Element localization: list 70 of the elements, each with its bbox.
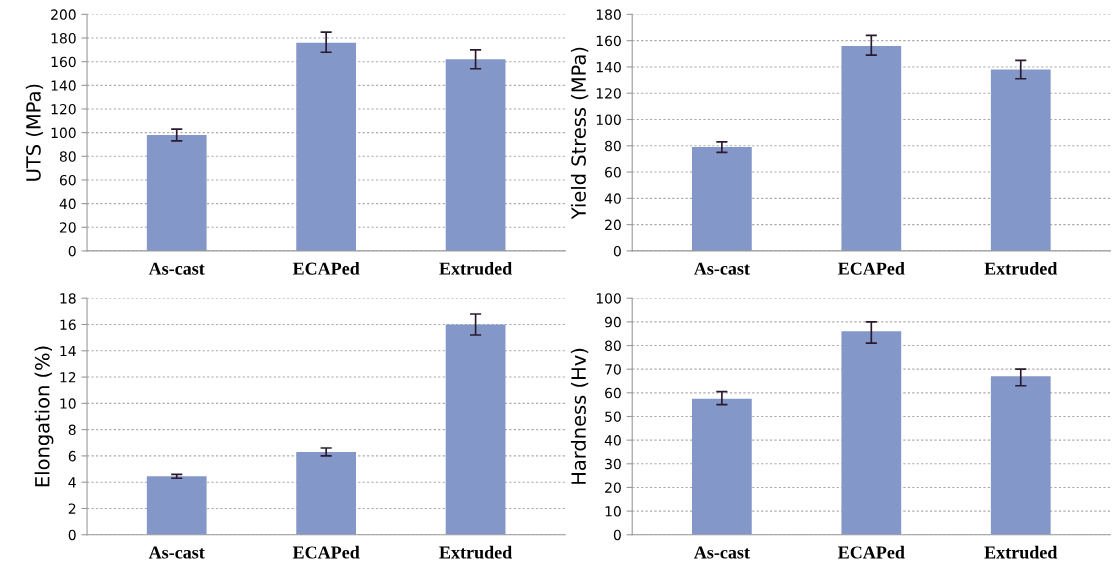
y-tick-label: 16	[60, 319, 76, 330]
x-tick-label: ECAPed	[292, 262, 360, 275]
y-tick-label: 6	[68, 450, 76, 462]
y-tick-label: 20	[605, 482, 621, 493]
y-tick-label: 100	[51, 127, 76, 139]
bar	[841, 45, 902, 251]
bar	[296, 42, 357, 251]
y-tick-label: 2	[68, 503, 76, 514]
y-tick-label: 120	[596, 88, 621, 99]
bar	[146, 476, 207, 535]
y-tick-label: 40	[604, 435, 621, 446]
y-tick-label: 60	[605, 167, 621, 178]
y-tick-label: 120	[51, 103, 76, 115]
y-tick-label: 60	[59, 174, 76, 186]
y-tick-label: 140	[51, 80, 76, 91]
y-tick-label: 100	[596, 293, 621, 304]
y-tick-label: 60	[605, 387, 621, 399]
y-tick-label: 0	[68, 245, 76, 257]
x-tick-label: As-cast	[148, 262, 205, 275]
bar	[691, 398, 752, 535]
y-tick-label: 0	[68, 529, 76, 541]
x-tick-label: Extruded	[439, 262, 513, 275]
y-axis-title: Hardness (Hv)	[570, 348, 589, 484]
y-tick-label: 10	[60, 398, 76, 409]
y-tick-label: 90	[604, 316, 621, 328]
y-tick-label: 18	[60, 293, 76, 304]
y-tick-label: 180	[596, 9, 621, 20]
y-tick-label: 200	[51, 9, 76, 20]
y-tick-label: 40	[59, 198, 76, 210]
x-tick-label: ECAPed	[292, 545, 360, 559]
y-tick-label: 160	[596, 35, 621, 47]
bar	[146, 135, 207, 251]
x-tick-label: ECAPed	[838, 262, 905, 275]
y-tick-label: 50	[605, 411, 621, 422]
y-tick-label: 180	[51, 33, 76, 44]
y-tick-label: 80	[605, 140, 621, 152]
y-tick-label: 30	[605, 458, 621, 470]
y-tick-label: 8	[68, 424, 76, 436]
bar	[445, 59, 506, 251]
y-tick-label: 80	[59, 151, 76, 162]
bar	[990, 69, 1051, 251]
y-tick-label: 14	[60, 345, 76, 357]
y-tick-label: 70	[605, 364, 621, 375]
y-tick-label: 80	[605, 340, 621, 351]
y-tick-label: 4	[68, 477, 76, 488]
y-tick-label: 20	[59, 222, 76, 233]
x-tick-label: As-cast	[693, 262, 750, 275]
y-tick-label: 160	[51, 56, 76, 68]
y-axis-title: Yield Stress (MPa)	[570, 47, 589, 220]
y-tick-label: 40	[604, 193, 621, 204]
y-tick-label: 20	[605, 219, 621, 231]
x-tick-label: ECAPed	[838, 545, 905, 559]
x-tick-label: Extruded	[439, 545, 513, 559]
x-tick-label: Extruded	[984, 545, 1058, 559]
y-tick-label: 100	[596, 114, 621, 125]
bar	[691, 147, 752, 251]
bar	[296, 451, 357, 535]
y-tick-label: 12	[60, 372, 76, 383]
x-tick-label: As-cast	[148, 546, 205, 559]
y-tick-label: 10	[605, 506, 621, 517]
y-tick-label: 140	[596, 61, 621, 73]
y-axis-title: UTS (MPa)	[25, 84, 44, 181]
y-tick-label: 0	[613, 529, 621, 541]
bar	[990, 376, 1051, 535]
x-tick-label: As-cast	[693, 546, 750, 559]
bar	[445, 324, 506, 535]
bar	[841, 331, 902, 535]
y-axis-title: Elongation (%)	[34, 346, 54, 487]
y-tick-label: 0	[613, 245, 621, 257]
x-tick-label: Extruded	[984, 262, 1058, 275]
